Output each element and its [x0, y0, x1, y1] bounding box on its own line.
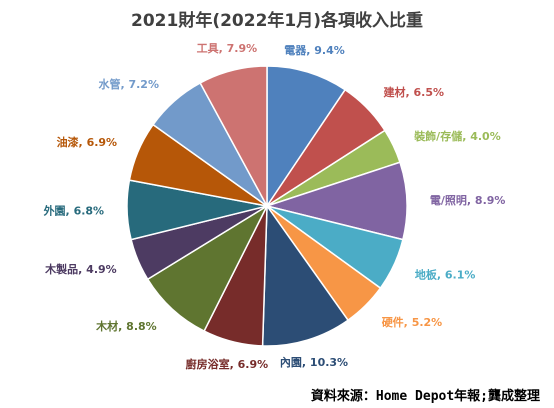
pie-slice-6	[261, 203, 350, 347]
slice-label-8: 木材, 8.8%	[95, 319, 157, 333]
slice-label-7: 廚房浴室, 6.9%	[186, 357, 269, 371]
slice-label-10: 外園, 6.8%	[43, 204, 105, 218]
slice-label-11: 油漆, 6.9%	[57, 135, 118, 149]
slice-label-5: 硬件, 5.2%	[382, 315, 443, 329]
pie-slice-13	[199, 65, 268, 207]
slice-label-9: 木製品, 4.9%	[44, 262, 117, 276]
slice-label-12: 水管, 7.2%	[98, 77, 159, 91]
source-note: 資料來源：Home Depot年報;龔成整理	[310, 389, 540, 404]
slice-label-6: 內園, 10.3%	[280, 355, 348, 369]
slice-label-13: 工具, 7.9%	[197, 42, 258, 55]
slice-label-2: 裝飾/存儲, 4.0%	[413, 129, 501, 143]
slice-label-0: 電器, 9.4%	[284, 44, 345, 57]
slice-label-1: 建材, 6.5%	[384, 85, 445, 99]
chart-title: 2021財年(2022年1月)各項收入比重	[131, 11, 423, 31]
slice-label-3: 電/照明, 8.9%	[430, 194, 506, 207]
slice-label-4: 地板, 6.1%	[415, 268, 476, 282]
pie-slice-0	[266, 65, 347, 209]
